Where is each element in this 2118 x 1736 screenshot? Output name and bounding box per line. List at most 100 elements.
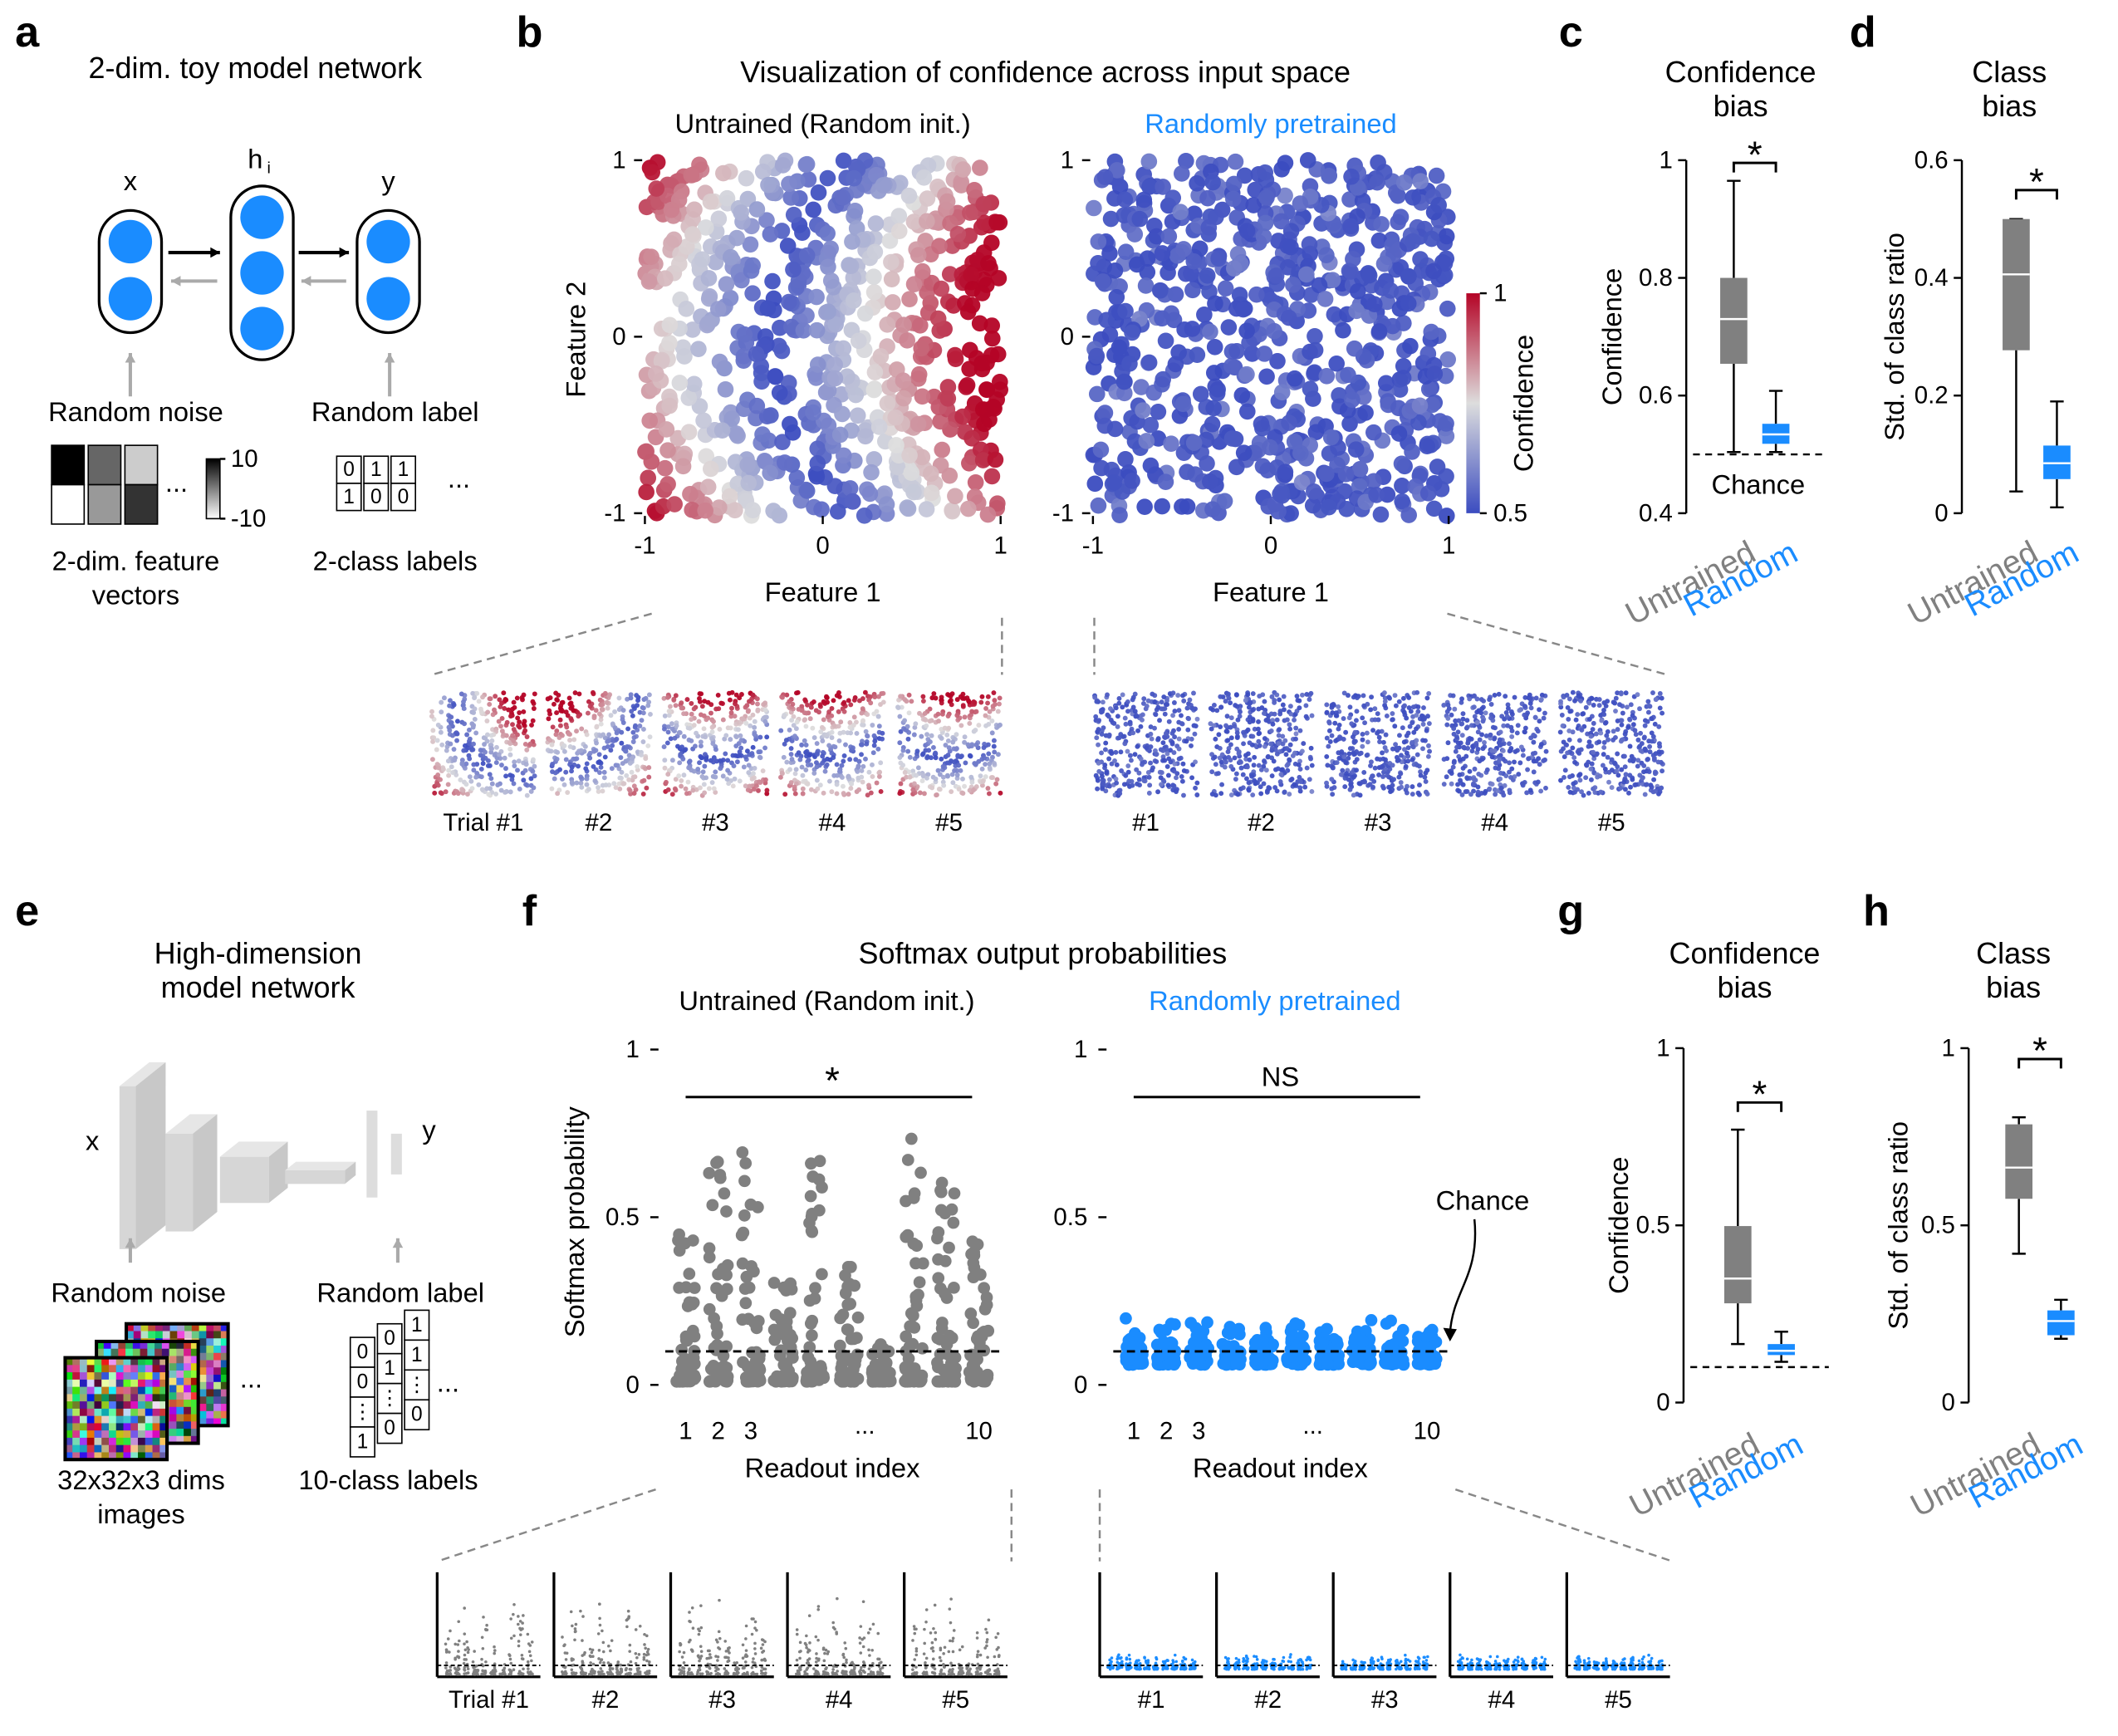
confidence-dot	[454, 738, 460, 743]
confidence-dot	[792, 733, 797, 739]
label-digit: 1	[343, 486, 355, 508]
confidence-dot	[1357, 405, 1374, 421]
confidence-dot	[951, 759, 957, 765]
confidence-dot	[1244, 764, 1250, 770]
confidence-dot	[820, 303, 836, 320]
confidence-dot	[1375, 711, 1380, 717]
confidence-dot	[1125, 748, 1130, 754]
confidence-dot	[550, 769, 555, 774]
confidence-dot	[1455, 729, 1461, 735]
confidence-dot	[1579, 728, 1585, 733]
confidence-dot	[991, 738, 997, 743]
confidence-dot	[1367, 782, 1373, 787]
confidence-dot	[1468, 792, 1473, 797]
confidence-dot	[1479, 706, 1485, 712]
confidence-dot	[681, 772, 687, 778]
confidence-dot	[1364, 753, 1370, 758]
confidence-dot	[807, 716, 813, 722]
confidence-dot	[1298, 266, 1315, 283]
confidence-dot	[841, 480, 859, 497]
confidence-dot	[448, 741, 454, 747]
confidence-dot	[702, 460, 719, 478]
confidence-dot	[603, 782, 609, 788]
confidence-dot	[876, 774, 882, 779]
confidence-dot	[976, 214, 993, 232]
confidence-dot	[1601, 752, 1606, 758]
confidence-dot	[820, 738, 826, 744]
x-tick-label: 0	[1264, 532, 1277, 560]
confidence-dot	[1543, 785, 1548, 791]
confidence-dot	[515, 715, 521, 721]
confidence-dot	[1272, 485, 1288, 503]
trial-label: #4	[1481, 809, 1508, 836]
confidence-dot	[774, 434, 791, 450]
confidence-dot	[447, 703, 453, 709]
confidence-dot	[1533, 695, 1539, 701]
confidence-dot	[696, 718, 702, 724]
confidence-dot	[939, 390, 957, 407]
confidence-dot	[522, 767, 528, 773]
confidence-dot	[673, 693, 679, 699]
confidence-dot	[743, 754, 748, 760]
trial-label: #3	[702, 809, 729, 836]
confidence-dot	[1603, 719, 1609, 725]
confidence-dot	[1343, 760, 1349, 765]
confidence-dot	[1212, 754, 1218, 760]
confidence-dot	[1588, 766, 1594, 772]
confidence-dot	[489, 781, 495, 787]
confidence-dot	[901, 447, 918, 464]
confidence-dot	[530, 718, 536, 723]
confidence-dot	[1630, 777, 1635, 782]
confidence-dot	[742, 236, 759, 253]
confidence-dot	[1280, 767, 1285, 772]
confidence-dot	[683, 786, 689, 792]
confidence-dot	[585, 710, 591, 716]
confidence-dot	[1225, 175, 1243, 193]
confidence-dot	[1341, 716, 1346, 721]
confidence-dot	[987, 761, 993, 767]
confidence-dot	[1086, 199, 1102, 217]
confidence-dot	[878, 789, 884, 794]
confidence-dot	[1406, 705, 1412, 710]
confidence-dot	[1410, 757, 1415, 763]
confidence-dot	[1164, 763, 1170, 769]
confidence-dot	[1528, 705, 1534, 711]
confidence-dot	[629, 709, 635, 714]
confidence-dot	[856, 698, 862, 704]
confidence-dot	[1090, 233, 1107, 250]
confidence-dot	[969, 779, 975, 785]
confidence-dot	[554, 697, 560, 703]
confidence-dot	[751, 775, 757, 781]
confidence-dot	[1635, 692, 1640, 698]
confidence-dot	[860, 722, 865, 728]
confidence-dot	[1637, 706, 1642, 712]
confidence-dot	[1484, 767, 1490, 772]
confidence-dot	[1154, 758, 1160, 764]
confidence-dot	[1633, 732, 1639, 738]
confidence-dot	[1135, 402, 1151, 419]
confidence-dot	[1277, 779, 1283, 785]
confidence-dot	[640, 705, 646, 711]
confidence-dot	[932, 413, 949, 430]
confidence-dot	[631, 783, 637, 789]
confidence-dot	[962, 341, 978, 359]
confidence-dot	[1588, 733, 1594, 739]
confidence-dot	[1570, 745, 1576, 751]
confidence-dot	[1572, 759, 1577, 765]
confidence-dot	[981, 745, 987, 750]
confidence-dot	[1120, 733, 1126, 739]
noise-pixel	[184, 1331, 193, 1339]
confidence-dot	[738, 738, 744, 743]
confidence-dot	[471, 710, 477, 715]
confidence-dot	[1258, 767, 1264, 772]
panel-title: bias	[1982, 89, 2037, 123]
confidence-dot	[836, 738, 842, 743]
confidence-dot	[1178, 152, 1194, 169]
confidence-dot	[1395, 370, 1412, 386]
confidence-dot	[897, 791, 903, 797]
confidence-dot	[620, 720, 626, 725]
confidence-dot	[880, 690, 886, 696]
confidence-dot	[1148, 760, 1154, 766]
confidence-dot	[1504, 714, 1510, 719]
confidence-dot	[591, 748, 597, 754]
